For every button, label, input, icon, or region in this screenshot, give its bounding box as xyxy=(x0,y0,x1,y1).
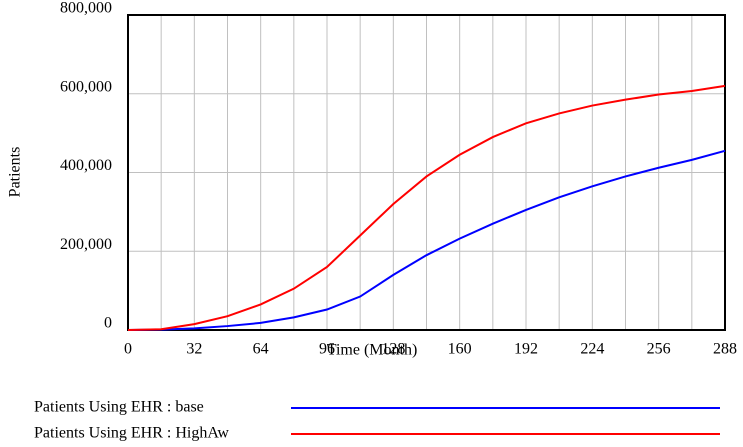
x-tick-label: 0 xyxy=(124,341,132,358)
x-tick-label: 64 xyxy=(253,341,269,358)
x-tick-label: 96 xyxy=(319,341,335,358)
x-tick-label: 288 xyxy=(713,341,737,358)
legend-label: Patients Using EHR : base xyxy=(34,399,204,416)
x-axis-label: Time (Month) xyxy=(327,342,418,359)
y-tick-label: 800,000 xyxy=(60,0,112,17)
plot-frame xyxy=(127,14,726,331)
x-tick-label: 192 xyxy=(514,341,538,358)
x-tick-label: 32 xyxy=(186,341,202,358)
y-tick-label: 400,000 xyxy=(60,157,112,174)
x-tick-label: 224 xyxy=(580,341,604,358)
x-tick-label: 160 xyxy=(448,341,472,358)
y-tick-label: 600,000 xyxy=(60,78,112,95)
x-tick-label: 128 xyxy=(381,341,405,358)
legend-label: Patients Using EHR : HighAw xyxy=(34,425,229,442)
y-tick-label: 0 xyxy=(104,315,112,332)
series-line xyxy=(127,149,726,331)
y-axis-label: Patients xyxy=(7,147,24,198)
x-tick-label: 256 xyxy=(647,341,671,358)
series-line xyxy=(127,84,726,331)
y-tick-label: 200,000 xyxy=(60,236,112,253)
